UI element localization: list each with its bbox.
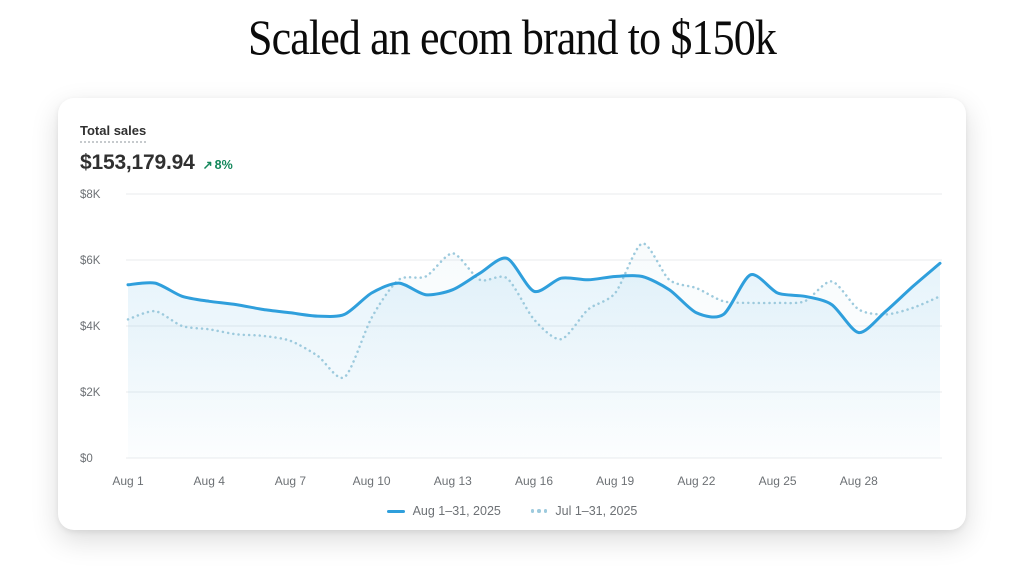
delta-percent: 8% [214,158,233,172]
chart-legend: Aug 1–31, 2025 Jul 1–31, 2025 [58,504,966,518]
x-axis-label-Aug 13: Aug 13 [434,474,472,488]
delta-badge: ↗ 8% [203,158,233,172]
x-axis-label-Aug 16: Aug 16 [515,474,553,488]
legend-label-previous: Jul 1–31, 2025 [555,504,638,518]
x-axis-label-Aug 10: Aug 10 [353,474,391,488]
x-axis-label-Aug 1: Aug 1 [112,474,144,488]
metric-header: Total sales $153,179.94 ↗ 8% [80,122,233,175]
y-axis-label-$8K: $8K [80,189,101,201]
legend-item-previous-period: Jul 1–31, 2025 [530,504,638,518]
area-fill-current [128,258,940,458]
page-title: Scaled an ecom brand to $150k [0,8,1024,66]
y-axis-label-$2K: $2K [80,387,101,399]
y-axis-label-$0: $0 [80,453,93,465]
y-axis-label-$6K: $6K [80,255,101,267]
total-sales-line-chart: $0 $2K $4K $6K $8K Aug 1 Aug 4 Aug 7 Aug 10 Aug 1… [80,189,942,488]
x-axis-label-Aug 4: Aug 4 [194,474,226,488]
dotted-line-legend-icon [530,509,548,513]
x-axis-label-Aug 7: Aug 7 [275,474,307,488]
x-axis-label-Aug 22: Aug 22 [677,474,715,488]
line-current-period [126,256,942,335]
total-sales-card: Total sales $153,179.94 ↗ 8% $0 $2K $4K $6K… [58,98,966,530]
y-axis-label-$4K: $4K [80,321,101,333]
x-axis-label-Aug 19: Aug 19 [596,474,634,488]
metric-value: $153,179.94 [80,151,195,174]
legend-item-current-period: Aug 1–31, 2025 [386,504,501,518]
metric-label-total-sales[interactable]: Total sales [80,123,147,143]
solid-line-legend-icon [386,509,405,513]
x-axis-label-Aug 25: Aug 25 [759,474,797,488]
x-axis-label-Aug 28: Aug 28 [840,474,878,488]
trend-up-arrow-icon: ↗ [202,158,213,172]
page-title-text: Scaled an ecom brand to $150k [247,9,777,65]
legend-label-current: Aug 1–31, 2025 [412,504,501,518]
metric-value-row: $153,179.94 ↗ 8% [80,151,233,175]
